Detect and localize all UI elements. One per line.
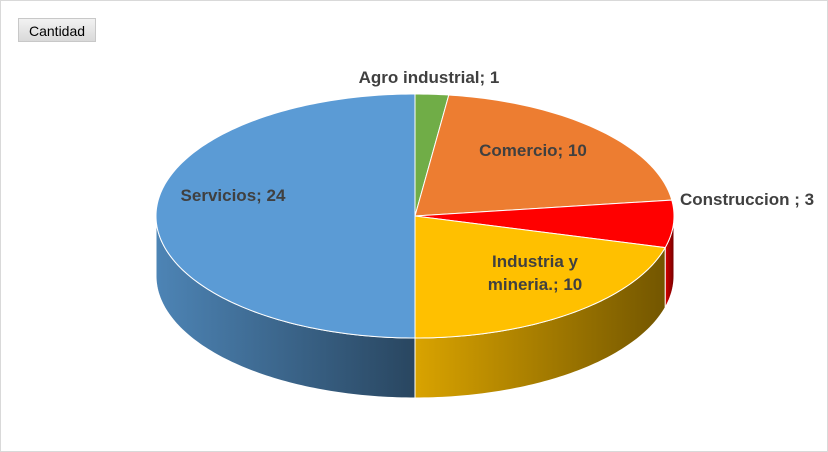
data-label: Industria y mineria.; 10 [487,252,583,294]
data-label: Comercio; 10 [479,141,587,160]
field-button[interactable]: Cantidad [18,18,97,42]
slice [414,215,666,339]
data-label: Agro industrial; 1 [358,68,500,87]
slice [155,93,416,339]
slice [414,94,673,217]
data-label: Construccion ; 3 [679,190,815,209]
slice [414,199,675,249]
data-label: Servicios; 24 [180,186,286,205]
